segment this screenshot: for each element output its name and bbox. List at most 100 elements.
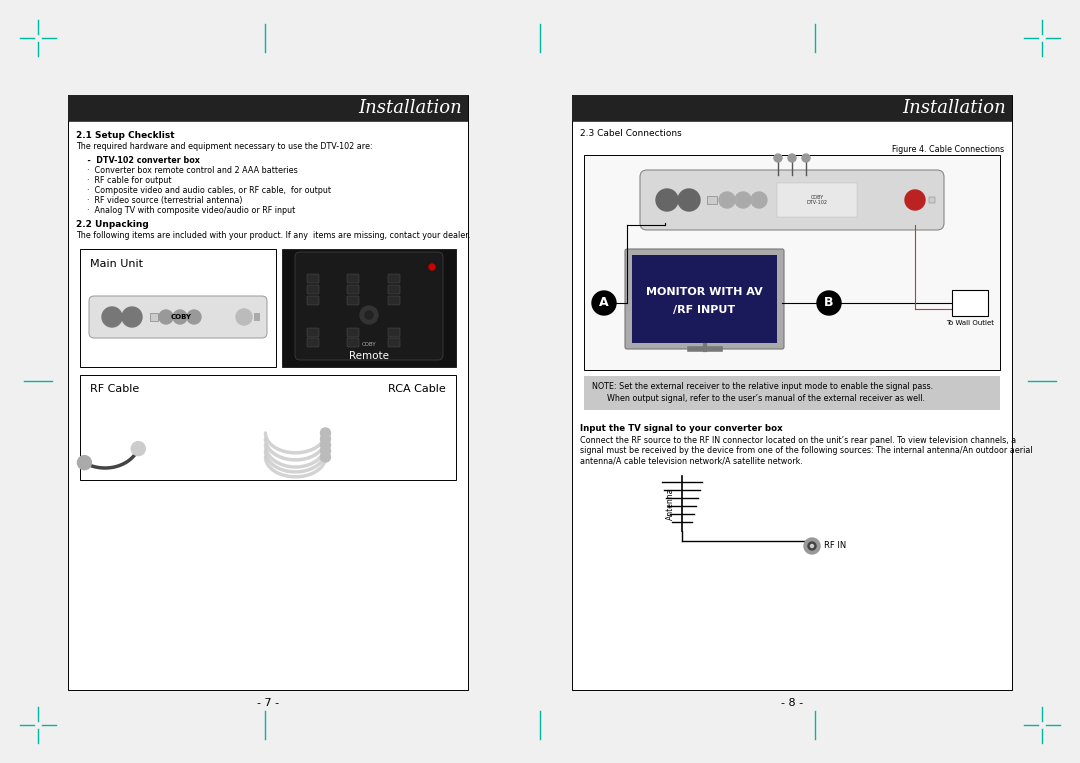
Bar: [68, 95, 468, 690]
Bar: [80, 375, 456, 480]
Bar: [929, 197, 935, 203]
Bar: [707, 196, 717, 204]
Circle shape: [187, 310, 201, 324]
Circle shape: [122, 307, 141, 327]
FancyBboxPatch shape: [388, 274, 400, 283]
FancyBboxPatch shape: [640, 170, 944, 230]
Text: 2.3 Cabel Connections: 2.3 Cabel Connections: [580, 129, 681, 138]
FancyBboxPatch shape: [388, 328, 400, 337]
Text: ·  RF video source (terrestrial antenna): · RF video source (terrestrial antenna): [82, 196, 243, 205]
Circle shape: [735, 192, 751, 208]
Bar: [777, 183, 858, 217]
FancyBboxPatch shape: [89, 296, 267, 338]
Circle shape: [774, 154, 782, 162]
Circle shape: [365, 311, 373, 319]
Text: Input the TV signal to your converter box: Input the TV signal to your converter bo…: [580, 424, 783, 433]
Text: COBY: COBY: [362, 343, 376, 347]
Circle shape: [804, 538, 820, 554]
Text: COBY
DTV-102: COBY DTV-102: [807, 195, 827, 205]
Text: Figure 4. Cable Connections: Figure 4. Cable Connections: [892, 145, 1004, 154]
Text: ·  RF cable for output: · RF cable for output: [82, 176, 172, 185]
Circle shape: [788, 154, 796, 162]
Circle shape: [321, 446, 330, 456]
Text: Remote: Remote: [349, 351, 389, 361]
Text: RF IN: RF IN: [824, 542, 847, 550]
Text: To Wall Outlet: To Wall Outlet: [946, 320, 994, 326]
FancyBboxPatch shape: [347, 328, 359, 337]
Text: When output signal, refer to the user’s manual of the external receiver as well.: When output signal, refer to the user’s …: [607, 394, 924, 403]
Text: RF Cable: RF Cable: [90, 384, 139, 394]
FancyBboxPatch shape: [388, 296, 400, 305]
Bar: [282, 249, 456, 367]
FancyBboxPatch shape: [307, 328, 319, 337]
FancyBboxPatch shape: [347, 296, 359, 305]
Circle shape: [173, 310, 187, 324]
Text: ·  Analog TV with composite video/audio or RF input: · Analog TV with composite video/audio o…: [82, 206, 295, 215]
FancyBboxPatch shape: [347, 274, 359, 283]
Bar: [584, 155, 1000, 370]
Bar: [68, 95, 468, 121]
Bar: [951, 290, 988, 316]
FancyBboxPatch shape: [388, 338, 400, 347]
Text: /RF INPUT: /RF INPUT: [674, 304, 735, 314]
Text: Installation: Installation: [902, 99, 1005, 117]
Text: - 8 -: - 8 -: [781, 698, 804, 708]
Bar: [150, 313, 158, 321]
Circle shape: [905, 190, 924, 210]
Bar: [584, 376, 1000, 410]
Circle shape: [360, 306, 378, 324]
Circle shape: [810, 545, 813, 548]
Circle shape: [751, 192, 767, 208]
Circle shape: [321, 440, 330, 450]
Text: Connect the RF source to the RF IN connector located on the unit’s rear panel. T: Connect the RF source to the RF IN conne…: [580, 436, 1016, 445]
Circle shape: [802, 154, 810, 162]
Bar: [254, 313, 260, 321]
Text: B: B: [824, 297, 834, 310]
Bar: [80, 249, 276, 367]
Text: Main Unit: Main Unit: [90, 259, 143, 269]
FancyBboxPatch shape: [307, 285, 319, 294]
Text: ·  Converter box remote control and 2 AAA batteries: · Converter box remote control and 2 AAA…: [82, 166, 298, 175]
Text: antenna/A cable television network/A satellite network.: antenna/A cable television network/A sat…: [580, 456, 802, 465]
Circle shape: [132, 442, 146, 456]
Text: A: A: [599, 297, 609, 310]
Text: The following items are included with your product. If any  items are missing, c: The following items are included with yo…: [76, 231, 471, 240]
Circle shape: [816, 291, 841, 315]
Text: 2.1 Setup Checklist: 2.1 Setup Checklist: [76, 131, 175, 140]
Text: - 7 -: - 7 -: [257, 698, 279, 708]
Circle shape: [678, 189, 700, 211]
Circle shape: [321, 452, 330, 462]
FancyBboxPatch shape: [388, 285, 400, 294]
Circle shape: [719, 192, 735, 208]
Circle shape: [321, 428, 330, 438]
FancyBboxPatch shape: [307, 338, 319, 347]
Text: signal must be received by the device from one of the following sources: The int: signal must be received by the device fr…: [580, 446, 1032, 455]
Circle shape: [808, 542, 816, 550]
Text: The required hardware and equipment necessary to use the DTV-102 are:: The required hardware and equipment nece…: [76, 142, 373, 151]
Text: Installation: Installation: [359, 99, 462, 117]
Text: RCA Cable: RCA Cable: [388, 384, 446, 394]
Text: ·  Composite video and audio cables, or RF cable,  for output: · Composite video and audio cables, or R…: [82, 186, 330, 195]
Text: MONITOR WITH AV: MONITOR WITH AV: [646, 287, 762, 297]
Bar: [572, 95, 1012, 121]
Text: -  DTV-102 converter box: - DTV-102 converter box: [82, 156, 200, 165]
Circle shape: [78, 456, 92, 470]
Circle shape: [159, 310, 173, 324]
FancyBboxPatch shape: [307, 274, 319, 283]
Circle shape: [656, 189, 678, 211]
Text: NOTE: Set the external receiver to the relative input mode to enable the signal : NOTE: Set the external receiver to the r…: [592, 382, 933, 391]
FancyBboxPatch shape: [347, 285, 359, 294]
Bar: [572, 95, 1012, 690]
Circle shape: [429, 264, 435, 270]
FancyBboxPatch shape: [307, 296, 319, 305]
Circle shape: [237, 309, 252, 325]
Text: COBY: COBY: [171, 314, 192, 320]
Circle shape: [102, 307, 122, 327]
FancyBboxPatch shape: [295, 252, 443, 360]
Circle shape: [592, 291, 616, 315]
FancyBboxPatch shape: [625, 249, 784, 349]
FancyBboxPatch shape: [347, 338, 359, 347]
Text: Antenna: Antenna: [665, 488, 675, 520]
Text: 2.2 Unpacking: 2.2 Unpacking: [76, 220, 149, 229]
Circle shape: [321, 434, 330, 444]
